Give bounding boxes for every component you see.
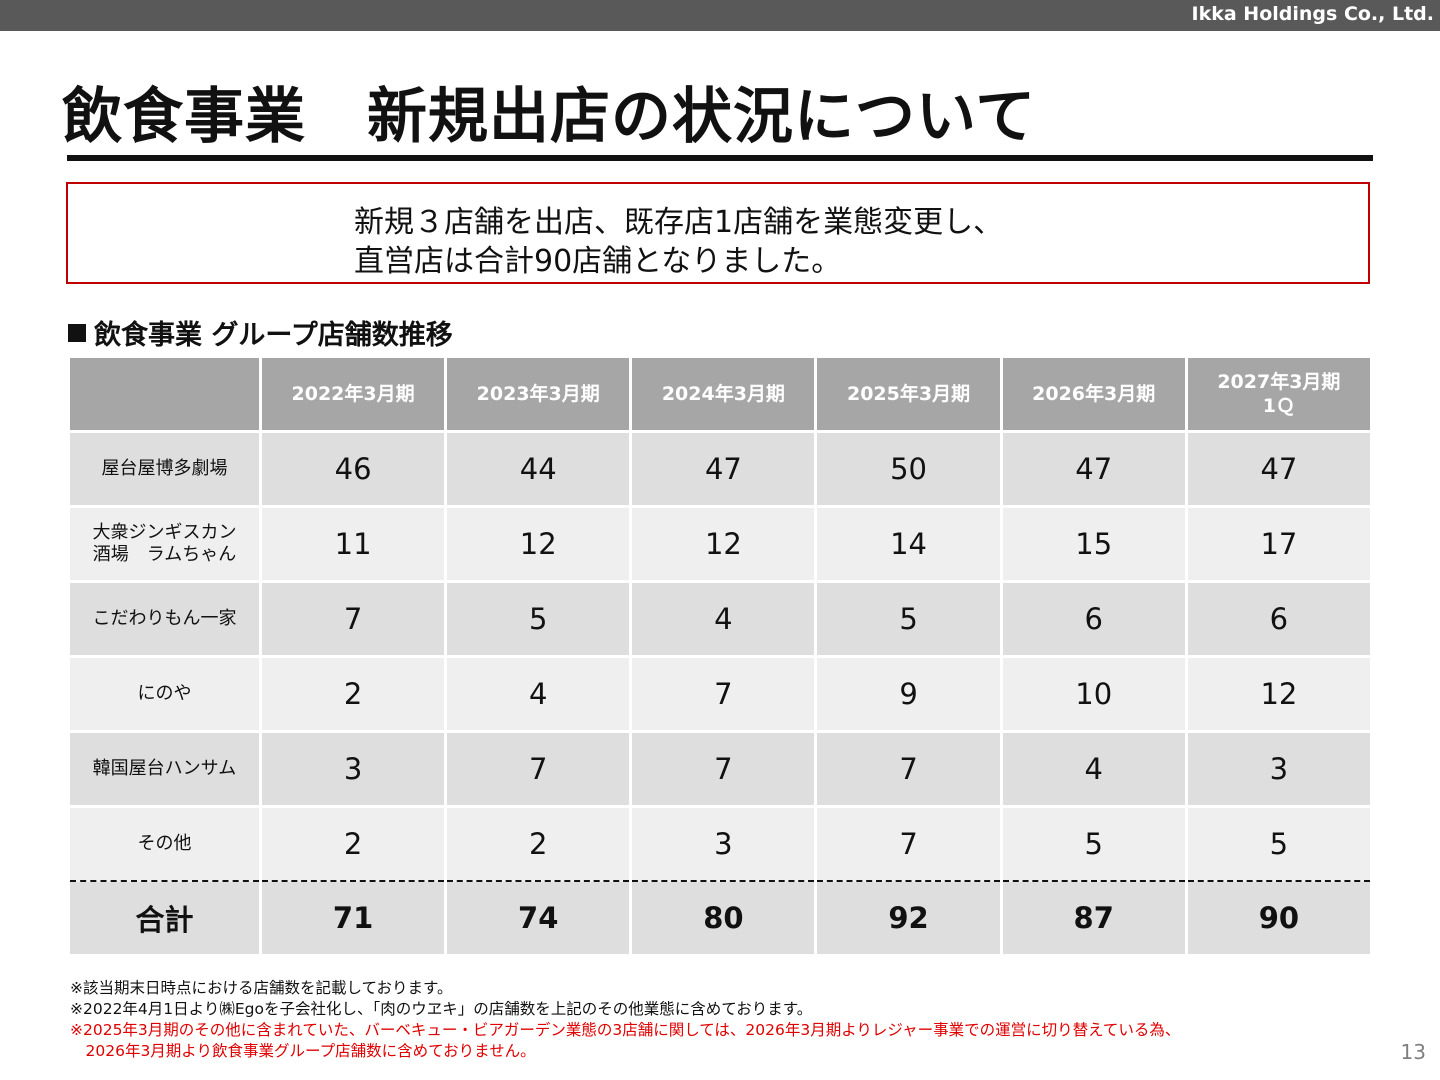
page-number: 13 [1400, 1040, 1426, 1064]
table-cell: 7 [817, 808, 1000, 882]
table-cell: 47 [632, 433, 815, 508]
footnote-highlighted: ※2025年3月期のその他に含まれていた、バーベキュー・ビアガーデン業態の3店舗… [70, 1021, 1181, 1039]
table-cell: 14 [817, 508, 1000, 583]
section-heading-text: 飲食事業 グループ店舗数推移 [94, 320, 453, 351]
table-row: その他 2 2 3 7 5 5 [70, 808, 1370, 882]
header-bar: Ikka Holdings Co., Ltd. [0, 0, 1440, 31]
table-cell: 2 [447, 808, 630, 882]
table-cell: 7 [632, 658, 815, 733]
table-cell: 12 [447, 508, 630, 583]
row-label: その他 [70, 808, 259, 882]
table-cell: 7 [262, 583, 445, 658]
table-cell: 2 [262, 808, 445, 882]
table-row: こだわりもん一家 7 5 4 5 6 6 [70, 583, 1370, 658]
column-header: 2026年3月期 [1002, 358, 1185, 433]
table-cell: 47 [1187, 433, 1370, 508]
table-cell: 12 [1187, 658, 1370, 733]
table-cell: 12 [632, 508, 815, 583]
total-row: 合計 71 74 80 92 87 90 [70, 882, 1370, 957]
footnotes: ※該当期末日時点における店舗数を記載しております。 ※2022年4月1日より㈱E… [70, 978, 1180, 1062]
table-cell: 17 [1187, 508, 1370, 583]
table-cell: 5 [1002, 808, 1185, 882]
footnote-highlighted: 2026年3月期より飲食事業グループ店舗数に含めておりません。 [70, 1042, 536, 1060]
row-label-line-2: 酒場 ラムちゃん [92, 544, 237, 565]
table-cell: 4 [632, 583, 815, 658]
total-cell: 92 [817, 882, 1000, 957]
summary-line-1: 新規３店舗を出店、既存店1店舗を業態変更し、 [354, 205, 1004, 240]
table-cell: 6 [1187, 583, 1370, 658]
section-heading: 飲食事業 グループ店舗数推移 [68, 313, 453, 352]
table-cell: 9 [817, 658, 1000, 733]
column-header: 2025年3月期 [817, 358, 1000, 433]
table-cell: 7 [632, 733, 815, 808]
table-cell: 4 [1002, 733, 1185, 808]
table-cell: 3 [632, 808, 815, 882]
page-title: 飲食事業 新規出店の状況について [62, 82, 1037, 152]
table-cell: 50 [817, 433, 1000, 508]
table-cell: 47 [1002, 433, 1185, 508]
total-cell: 74 [447, 882, 630, 957]
row-label-line-1: その他 [137, 833, 192, 854]
table-cell: 5 [447, 583, 630, 658]
table-cell: 44 [447, 433, 630, 508]
row-label-line-1: 韓国屋台ハンサム [92, 758, 237, 779]
table-cell: 7 [817, 733, 1000, 808]
summary-box: 新規３店舗を出店、既存店1店舗を業態変更し、 直営店は合計90店舗となりました。 [66, 182, 1370, 284]
table-cell: 2 [262, 658, 445, 733]
header-corner-cell [70, 358, 259, 433]
row-label: にのや [70, 658, 259, 733]
store-count-table: 2022年3月期 2023年3月期 2024年3月期 2025年3月期 2026… [67, 358, 1373, 957]
row-label-line-1: こだわりもん一家 [92, 608, 237, 629]
row-label-line-1: 屋台屋博多劇場 [101, 458, 228, 479]
column-header: 2024年3月期 [632, 358, 815, 433]
column-header-line-2: 1Ｑ [1262, 395, 1295, 417]
summary-line-2: 直営店は合計90店舗となりました。 [354, 244, 842, 279]
column-header: 2023年3月期 [447, 358, 630, 433]
table-cell: 3 [1187, 733, 1370, 808]
table-cell: 3 [262, 733, 445, 808]
total-cell: 71 [262, 882, 445, 957]
total-cell: 90 [1187, 882, 1370, 957]
total-cell: 80 [632, 882, 815, 957]
row-label-line-1: 大衆ジンギスカン [92, 522, 237, 543]
row-label-line-1: にのや [137, 683, 192, 704]
title-underline [67, 155, 1373, 161]
table-row: 韓国屋台ハンサム 3 7 7 7 4 3 [70, 733, 1370, 808]
table-cell: 10 [1002, 658, 1185, 733]
table-cell: 46 [262, 433, 445, 508]
column-header-line-1: 2027年3月期 [1217, 371, 1341, 393]
total-cell: 87 [1002, 882, 1185, 957]
company-name: Ikka Holdings Co., Ltd. [1191, 3, 1434, 25]
table-cell: 5 [817, 583, 1000, 658]
footnote: ※該当期末日時点における店舗数を記載しております。 [70, 979, 453, 997]
table-row: にのや 2 4 7 9 10 12 [70, 658, 1370, 733]
column-header: 2027年3月期 1Ｑ [1187, 358, 1370, 433]
table-header-row: 2022年3月期 2023年3月期 2024年3月期 2025年3月期 2026… [70, 358, 1370, 433]
table-cell: 5 [1187, 808, 1370, 882]
total-label: 合計 [70, 882, 259, 957]
table-cell: 6 [1002, 583, 1185, 658]
table-row: 大衆ジンギスカン 酒場 ラムちゃん 11 12 12 14 15 17 [70, 508, 1370, 583]
table-row: 屋台屋博多劇場 46 44 47 50 47 47 [70, 433, 1370, 508]
footnote: ※2022年4月1日より㈱Egoを子会社化し、「肉のウヱキ」の店舗数を上記のその… [70, 1000, 813, 1018]
row-label: こだわりもん一家 [70, 583, 259, 658]
table-cell: 4 [447, 658, 630, 733]
table-cell: 15 [1002, 508, 1185, 583]
table-cell: 7 [447, 733, 630, 808]
row-label: 大衆ジンギスカン 酒場 ラムちゃん [70, 508, 259, 583]
square-bullet-icon [68, 324, 86, 342]
column-header: 2022年3月期 [262, 358, 445, 433]
table-cell: 11 [262, 508, 445, 583]
row-label: 屋台屋博多劇場 [70, 433, 259, 508]
row-label: 韓国屋台ハンサム [70, 733, 259, 808]
